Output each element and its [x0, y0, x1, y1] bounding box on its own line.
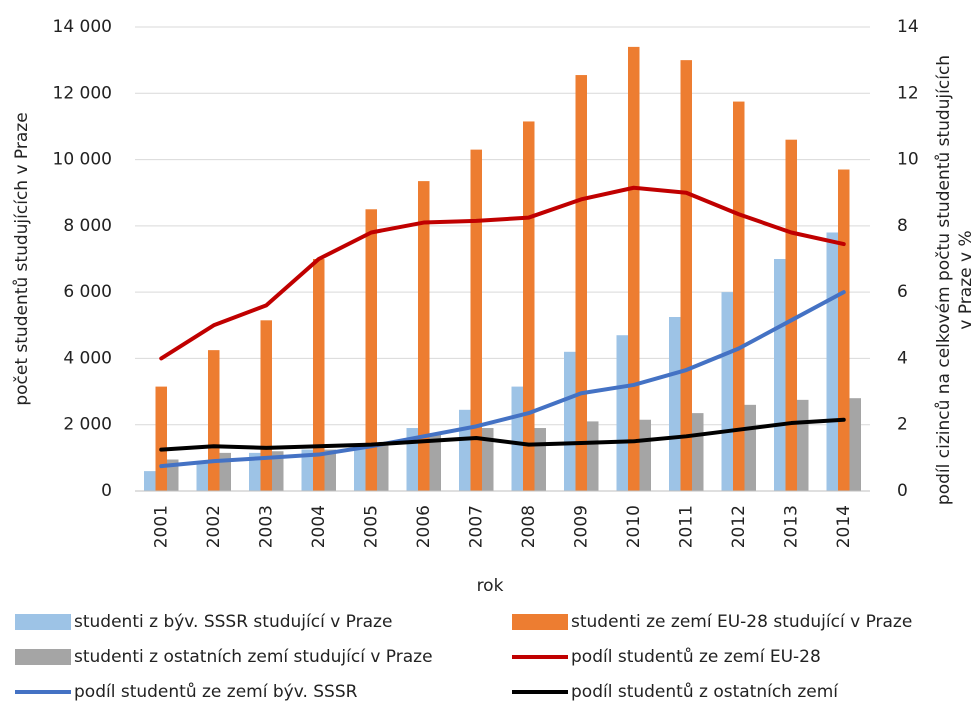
y2-tick-label: 10: [897, 150, 919, 170]
y-tick-label: 0: [101, 481, 112, 501]
legend-label: studenti z ostatních zemí studující v Pr…: [74, 647, 433, 667]
y2-tick-label: 6: [897, 282, 908, 302]
x-tick-label: 2005: [361, 505, 381, 548]
bar: [587, 421, 599, 491]
bar: [459, 409, 471, 491]
line: [159, 185, 846, 361]
legend-label: podíl studentů ze zemí býv. SSSR: [74, 682, 358, 702]
bar: [692, 413, 704, 491]
bar: [260, 320, 272, 491]
bar: [167, 459, 179, 491]
x-tick-label: 2001: [151, 505, 171, 548]
bar: [774, 259, 786, 491]
bar: [785, 139, 797, 491]
bar: [744, 404, 756, 491]
legend-swatch: [512, 614, 568, 630]
legend-swatch: [15, 649, 71, 665]
y-tick-label: 10 000: [53, 150, 112, 170]
y-tick-label: 8 000: [63, 216, 112, 236]
y2-tick-label: 12: [897, 83, 919, 103]
y2-axis-title: v Praze v %: [956, 230, 976, 329]
line: [159, 290, 846, 469]
y2-tick-label: 2: [897, 415, 908, 435]
bar: [406, 428, 418, 491]
legend-label: studenti ze zemí EU-28 studující v Praze: [571, 612, 912, 632]
y2-axis-title: podíl cizinců na celkovém počtu studentů…: [934, 55, 954, 505]
x-tick-label: 2002: [204, 505, 224, 548]
bar: [272, 451, 284, 491]
bar: [377, 444, 389, 491]
bar: [144, 471, 156, 491]
bar: [628, 46, 640, 492]
bar: [313, 259, 325, 491]
bar: [534, 428, 546, 491]
y-tick-label: 2 000: [63, 415, 112, 435]
legend-swatch: [15, 614, 71, 630]
bar: [429, 434, 441, 491]
bar: [511, 386, 523, 491]
bar: [575, 75, 587, 492]
bar: [669, 317, 681, 491]
x-tick-label: 2006: [414, 505, 434, 548]
x-tick-label: 2010: [624, 505, 644, 548]
bar: [564, 351, 576, 491]
legend-label: studenti z býv. SSSR studující v Praze: [74, 612, 392, 632]
legend-label: podíl studentů z ostatních zemí: [571, 682, 839, 702]
bar: [249, 452, 261, 491]
y-tick-label: 12 000: [53, 83, 112, 103]
bar: [616, 335, 628, 491]
x-tick-label: 2009: [571, 505, 591, 548]
bar: [365, 209, 377, 492]
bar: [418, 181, 430, 491]
x-tick-label: 2007: [466, 505, 486, 548]
x-tick-label: 2013: [781, 505, 801, 548]
bar: [208, 350, 220, 491]
bar: [354, 444, 366, 491]
bar: [680, 60, 692, 492]
line: [159, 417, 846, 452]
x-axis-title: rok: [477, 576, 504, 596]
bar: [196, 461, 208, 491]
y2-tick-label: 0: [897, 481, 908, 501]
bar: [155, 386, 167, 491]
legend-label: podíl studentů ze zemí EU-28: [571, 647, 821, 667]
bar: [482, 428, 494, 491]
bar: [838, 169, 850, 491]
y-tick-label: 4 000: [63, 348, 112, 368]
y-tick-label: 14 000: [53, 17, 112, 37]
bar: [733, 101, 745, 492]
x-tick-label: 2008: [519, 505, 539, 548]
x-tick-label: 2011: [676, 505, 696, 548]
bar: [324, 449, 336, 491]
x-tick-label: 2012: [729, 505, 749, 548]
bar: [849, 398, 861, 491]
x-tick-label: 2014: [834, 505, 854, 548]
bar: [301, 449, 313, 491]
bar: [470, 149, 482, 491]
bar: [797, 399, 809, 491]
y2-tick-label: 4: [897, 348, 908, 368]
y-axis-title: počet studentů studujících v Praze: [12, 112, 32, 405]
y2-tick-label: 14: [897, 17, 919, 37]
bar: [721, 292, 733, 491]
bar: [639, 419, 651, 491]
x-tick-label: 2004: [309, 505, 329, 548]
x-tick-label: 2003: [256, 505, 276, 548]
bar: [523, 121, 535, 491]
y-tick-label: 6 000: [63, 282, 112, 302]
bar: [219, 452, 231, 491]
bar: [826, 232, 838, 491]
y2-tick-label: 8: [897, 216, 908, 236]
